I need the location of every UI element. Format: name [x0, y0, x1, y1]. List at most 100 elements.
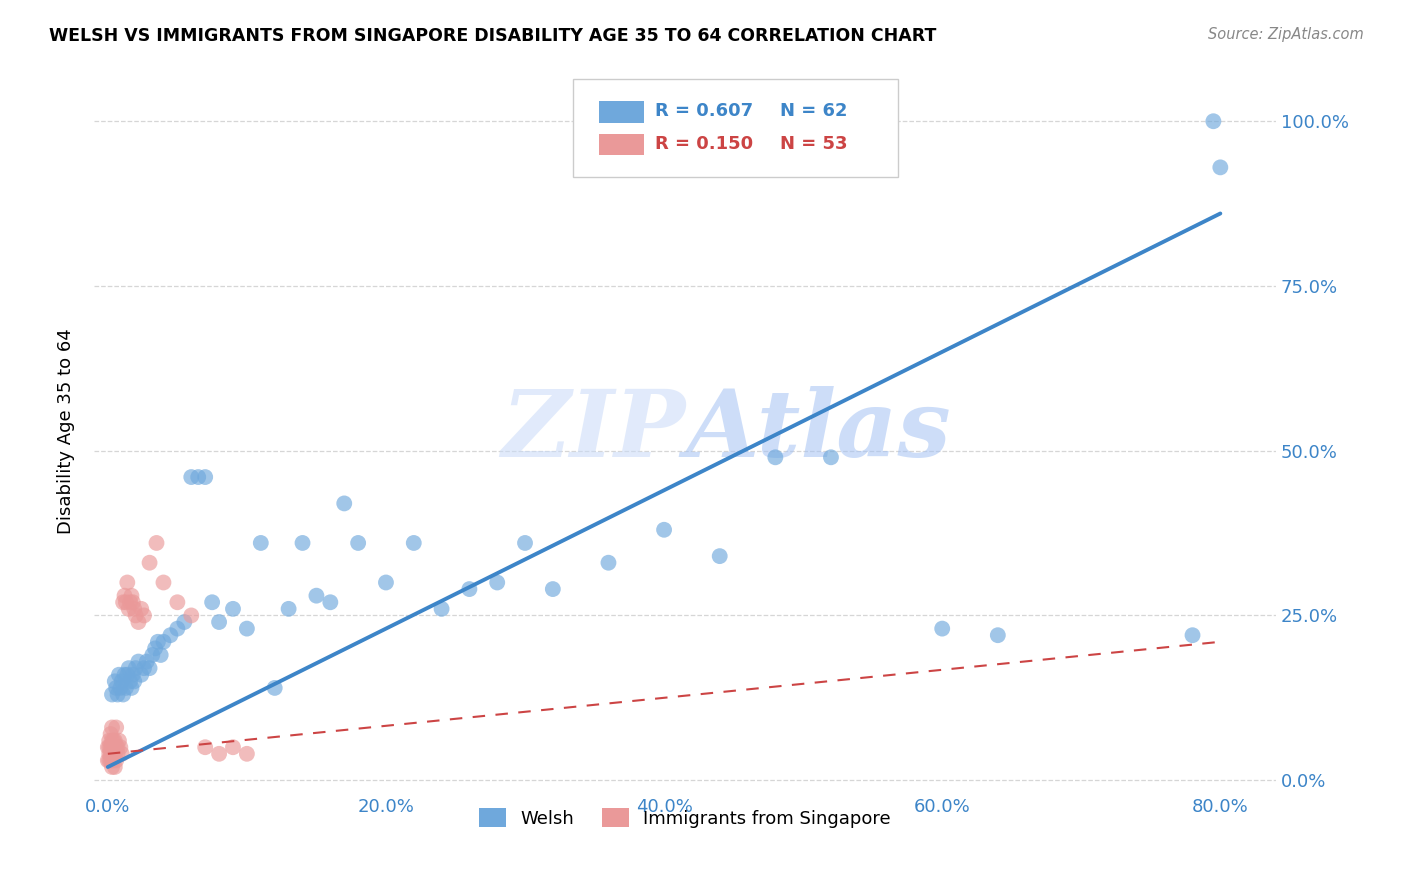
Point — [138, 556, 160, 570]
Point — [107, 747, 129, 761]
Point — [291, 536, 314, 550]
Point — [236, 747, 259, 761]
Point — [114, 589, 136, 603]
Point — [100, 727, 122, 741]
Point — [120, 674, 142, 689]
Point — [1209, 161, 1232, 175]
Point — [112, 595, 135, 609]
Point — [124, 661, 146, 675]
Point — [194, 740, 217, 755]
Point — [100, 747, 122, 761]
Point — [987, 628, 1010, 642]
FancyBboxPatch shape — [572, 79, 897, 178]
Legend: Welsh, Immigrants from Singapore: Welsh, Immigrants from Singapore — [472, 801, 898, 835]
Text: N = 62: N = 62 — [779, 103, 846, 120]
Point — [101, 733, 124, 747]
Point — [112, 688, 135, 702]
Point — [402, 536, 425, 550]
Point — [222, 740, 245, 755]
Point — [115, 595, 138, 609]
Point — [187, 470, 209, 484]
Point — [652, 523, 675, 537]
Point — [149, 648, 172, 662]
Point — [305, 589, 328, 603]
Point — [129, 602, 152, 616]
Point — [166, 595, 188, 609]
Point — [98, 747, 121, 761]
Point — [105, 753, 128, 767]
Point — [122, 595, 145, 609]
Point — [97, 740, 120, 755]
Y-axis label: Disability Age 35 to 64: Disability Age 35 to 64 — [58, 328, 75, 533]
Point — [117, 667, 139, 681]
Point — [122, 602, 145, 616]
Point — [208, 615, 231, 629]
Point — [129, 667, 152, 681]
Point — [319, 595, 342, 609]
Point — [111, 747, 134, 761]
Point — [180, 608, 202, 623]
Point — [110, 681, 132, 695]
Point — [263, 681, 285, 695]
Point — [820, 450, 842, 465]
Point — [127, 615, 149, 629]
Point — [110, 740, 132, 755]
Point — [103, 733, 125, 747]
Point — [159, 628, 181, 642]
Text: WELSH VS IMMIGRANTS FROM SINGAPORE DISABILITY AGE 35 TO 64 CORRELATION CHART: WELSH VS IMMIGRANTS FROM SINGAPORE DISAB… — [49, 27, 936, 45]
Point — [103, 740, 125, 755]
Point — [117, 575, 139, 590]
Point — [98, 733, 121, 747]
Text: R = 0.607: R = 0.607 — [655, 103, 754, 120]
Point — [121, 681, 143, 695]
Point — [236, 622, 259, 636]
Point — [145, 536, 167, 550]
Point — [101, 753, 124, 767]
Point — [107, 688, 129, 702]
Point — [180, 470, 202, 484]
Point — [135, 655, 157, 669]
Point — [105, 721, 128, 735]
Point — [98, 753, 121, 767]
Point — [105, 740, 128, 755]
Point — [430, 602, 453, 616]
Point — [118, 602, 141, 616]
Point — [118, 661, 141, 675]
Point — [1202, 114, 1225, 128]
Text: R = 0.150: R = 0.150 — [655, 135, 754, 153]
Point — [173, 615, 195, 629]
Point — [101, 721, 124, 735]
Point — [108, 733, 131, 747]
Point — [763, 450, 786, 465]
Point — [513, 536, 536, 550]
Point — [249, 536, 271, 550]
Point — [103, 753, 125, 767]
Point — [101, 747, 124, 761]
Point — [208, 747, 231, 761]
Point — [347, 536, 370, 550]
Text: Atlas: Atlas — [685, 386, 950, 476]
Point — [1181, 628, 1204, 642]
Point — [98, 740, 121, 755]
Point — [222, 602, 245, 616]
Point — [375, 575, 398, 590]
Point — [598, 556, 620, 570]
Text: ZIP: ZIP — [501, 386, 685, 476]
Point — [111, 674, 134, 689]
Text: N = 53: N = 53 — [779, 135, 846, 153]
Point — [107, 740, 129, 755]
Point — [277, 602, 299, 616]
Point — [152, 634, 174, 648]
Point — [122, 667, 145, 681]
Point — [201, 595, 224, 609]
Point — [104, 760, 127, 774]
Point — [132, 608, 155, 623]
Point — [127, 655, 149, 669]
Point — [97, 753, 120, 767]
Point — [114, 667, 136, 681]
Point — [132, 661, 155, 675]
Point — [122, 674, 145, 689]
Point — [166, 622, 188, 636]
Point — [104, 733, 127, 747]
Point — [333, 496, 356, 510]
